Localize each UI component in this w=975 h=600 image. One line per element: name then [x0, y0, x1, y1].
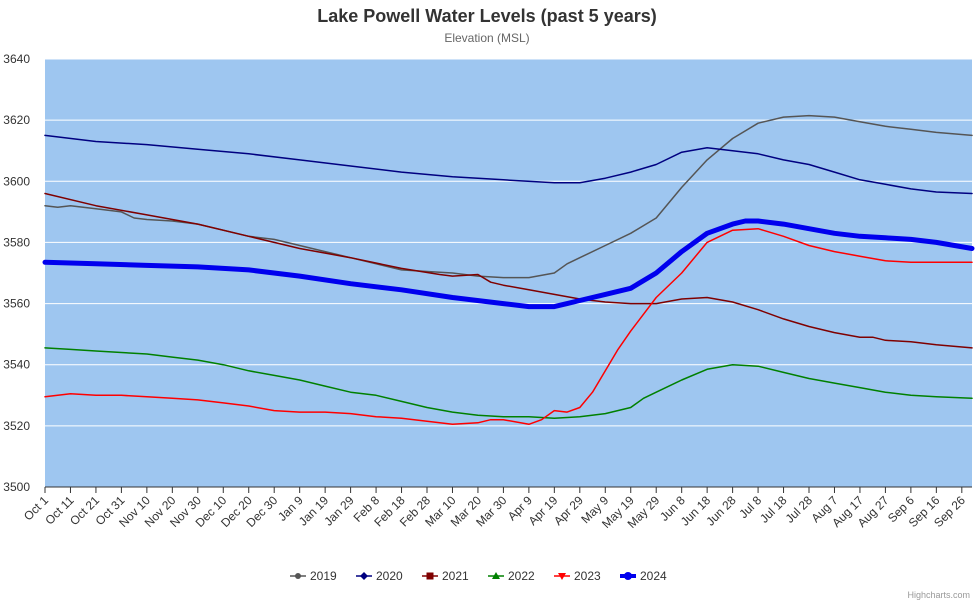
- y-tick-label: 3620: [3, 113, 30, 127]
- series-line-2020: [44, 134, 973, 195]
- x-tick-label: Jul 18: [757, 493, 790, 526]
- credit-text[interactable]: Highcharts.com: [907, 590, 970, 600]
- legend-marker: [295, 573, 301, 579]
- y-tick-label: 3580: [3, 235, 30, 249]
- legend-marker: [492, 572, 500, 579]
- legend-item-2023[interactable]: 2023: [554, 569, 601, 583]
- legend-item-2021[interactable]: 2021: [422, 569, 469, 583]
- legend-label: 2019: [310, 569, 337, 583]
- legend-label: 2023: [574, 569, 601, 583]
- x-tick-label: Apr 29: [551, 493, 586, 528]
- legend-marker: [426, 572, 434, 580]
- legend-label: 2024: [640, 569, 667, 583]
- y-tick-label: 3540: [3, 358, 30, 372]
- series-line-2022: [44, 347, 973, 419]
- legend-label: 2020: [376, 569, 403, 583]
- legend-marker: [624, 572, 632, 580]
- x-tick-label: Jun 28: [703, 493, 739, 529]
- legend-item-2022[interactable]: 2022: [488, 569, 535, 583]
- y-tick-label: 3640: [3, 52, 30, 66]
- plot-area: [45, 59, 972, 487]
- y-tick-label: 3600: [3, 174, 30, 188]
- legend[interactable]: 2019 2020 2021 2022 2023 2024: [290, 569, 667, 583]
- y-tick-label: 3560: [3, 297, 30, 311]
- series-lines: [42, 114, 975, 426]
- legend-marker: [360, 572, 368, 580]
- chart-subtitle: Elevation (MSL): [444, 31, 529, 45]
- grid-lines: [45, 58, 972, 488]
- y-tick-label: 3520: [3, 419, 30, 433]
- legend-item-2024[interactable]: 2024: [620, 569, 667, 583]
- chart-title: Lake Powell Water Levels (past 5 years): [317, 6, 657, 26]
- y-tick-label: 3500: [3, 480, 30, 494]
- legend-label: 2022: [508, 569, 535, 583]
- legend-label: 2021: [442, 569, 469, 583]
- series-line-2024: [42, 218, 975, 310]
- legend-item-2020[interactable]: 2020: [356, 569, 403, 583]
- legend-marker: [558, 573, 566, 580]
- y-axis: 3500 3520 3540 3560 3580 3600 3620 3640: [3, 52, 30, 494]
- legend-item-2019[interactable]: 2019: [290, 569, 337, 583]
- series-line-2023: [44, 227, 973, 426]
- x-tick-label: Jul 28: [783, 493, 816, 526]
- series-line-2021: [44, 192, 973, 349]
- x-tick-label: Jan 29: [321, 493, 357, 529]
- series-line-2019: [44, 114, 973, 279]
